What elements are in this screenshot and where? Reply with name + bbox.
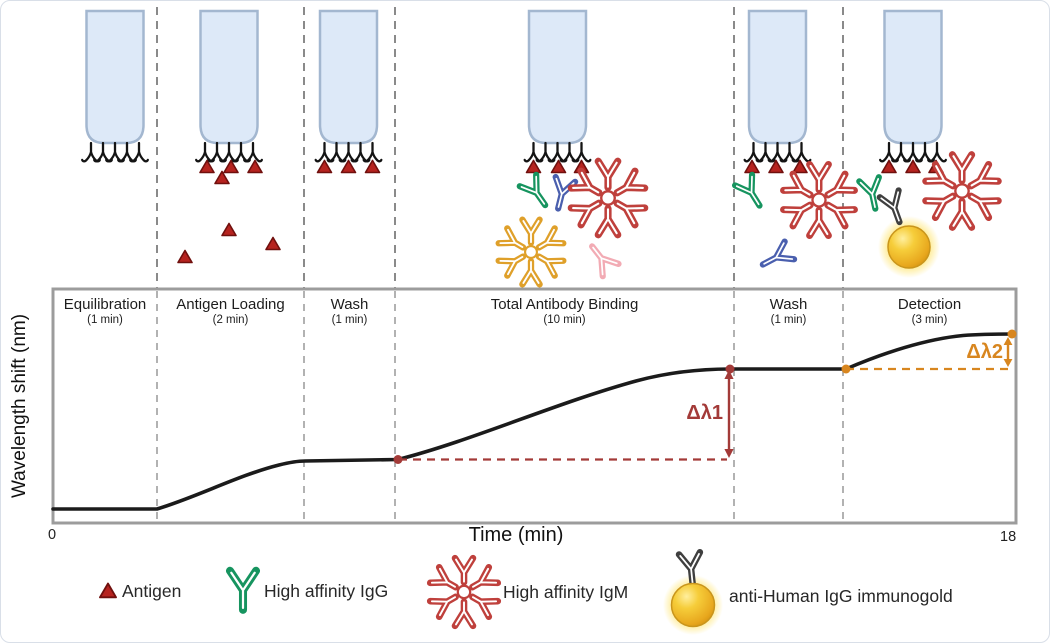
sensorgram-curve <box>51 332 1016 511</box>
biosensor-detection <box>859 11 998 278</box>
phase-separator-lines-top <box>156 7 844 289</box>
phase-name: Equilibration <box>63 296 147 313</box>
arrowhead-down-icon <box>1003 359 1013 367</box>
legend-icons <box>99 552 723 635</box>
delta-lambda-1-label: Δλ1 <box>686 402 723 424</box>
phase-duration: (10 min) <box>543 314 586 326</box>
arrowhead-up-icon <box>724 370 734 379</box>
phase-duration: (1 min) <box>87 314 123 326</box>
biosensor-wash1 <box>316 11 382 174</box>
delta-lambda-1-annotation <box>393 364 735 464</box>
legend-label-immunogold: anti-Human IgG immunogold <box>729 586 953 606</box>
biosensor-tip-icon <box>525 11 591 161</box>
igm-orange-icon <box>499 220 564 285</box>
delta-lambda-2-label: Δλ2 <box>966 341 1003 363</box>
phase-duration: (3 min) <box>911 314 948 326</box>
phase-duration: (1 min) <box>331 314 368 326</box>
arrowhead-down-icon <box>724 449 734 458</box>
antigen-triangle-icon <box>265 236 281 251</box>
phase-label-detection: Detection (3 min) <box>843 296 1016 327</box>
phase-label-antigen-loading: Antigen Loading (2 min) <box>157 296 304 327</box>
phase-name: Detection <box>897 296 962 313</box>
igg-green-icon <box>859 177 885 211</box>
igg-blue-icon <box>758 242 794 274</box>
sensorgram-plot <box>51 287 1018 525</box>
biosensor-tip-icon <box>316 11 382 161</box>
biosensor-equilibration <box>82 11 148 161</box>
phase-label-equilibration: Equilibration (1 min) <box>53 296 157 327</box>
curve-marker-dot <box>393 455 403 464</box>
y-axis-label: Wavelength shift (nm) <box>9 313 30 499</box>
phase-name: Wash <box>330 296 369 313</box>
igm-red-icon <box>571 161 644 235</box>
biosensor-tip-icon <box>82 11 148 161</box>
x-tick-end: 18 <box>1000 529 1017 545</box>
igm-red-icon <box>926 155 998 228</box>
curve-marker-dot <box>1007 329 1017 339</box>
x-axis-label: Time (min) <box>468 524 564 546</box>
legend-label-high-affinity-igm: High affinity IgM <box>503 582 629 602</box>
antigen-triangle-icon <box>221 222 237 237</box>
phase-duration: (1 min) <box>770 314 807 326</box>
igg-green-icon <box>520 175 554 211</box>
biosensor-tip-icon <box>196 11 262 161</box>
phase-name: Total Antibody Binding <box>490 296 639 313</box>
immunogold-icon <box>663 552 723 635</box>
phase-name: Wash <box>769 296 808 313</box>
phase-label-wash1: Wash (1 min) <box>304 296 395 327</box>
curve-marker-dot <box>725 364 735 374</box>
x-tick-start: 0 <box>48 527 57 543</box>
biosensor-tip-icon <box>745 11 811 161</box>
legend-label-high-affinity-igg: High affinity IgG <box>264 581 389 601</box>
igg-green-icon <box>735 175 768 211</box>
igm-red-icon <box>784 164 855 235</box>
biosensor-tip-icon <box>880 11 946 161</box>
phase-label-total-antibody-binding: Total Antibody Binding (10 min) <box>395 296 734 327</box>
antigen-triangle-icon <box>99 582 117 599</box>
antigen-triangle-icon <box>214 170 230 185</box>
biosensor-antigen-loading <box>177 11 281 264</box>
delta-lambda-2-annotation <box>841 329 1017 374</box>
biosensor-antibody-binding <box>499 11 645 284</box>
plot-frame <box>51 287 1018 525</box>
phase-label-wash2: Wash (1 min) <box>734 296 843 327</box>
igm-red-icon <box>430 558 498 626</box>
igg-green-icon <box>230 571 256 610</box>
phase-duration: (2 min) <box>212 314 249 326</box>
biosensor-wash2 <box>735 11 854 273</box>
curve-marker-dot <box>841 364 851 374</box>
immunogold-sphere-icon <box>887 225 931 269</box>
phase-name: Antigen Loading <box>176 296 285 313</box>
antigen-triangle-icon <box>177 249 193 264</box>
igg-pink-icon <box>584 240 618 276</box>
legend-label-antigen: Antigen <box>122 581 182 601</box>
arrowhead-up-icon <box>1003 337 1013 345</box>
